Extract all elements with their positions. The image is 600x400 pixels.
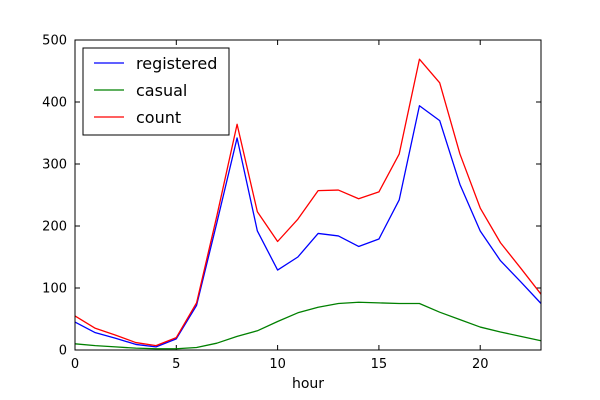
y-tick-label: 500 xyxy=(42,34,67,49)
series-line-registered xyxy=(74,105,542,348)
series-layer xyxy=(74,58,542,350)
plot-frame xyxy=(74,39,542,351)
y-tick-label: 100 xyxy=(42,282,67,297)
legend-label-count: count xyxy=(136,108,181,127)
x-tick-label: 5 xyxy=(172,357,180,372)
y-tick-label: 400 xyxy=(42,96,67,111)
x-tick-label: 20 xyxy=(472,357,489,372)
legend-label-casual: casual xyxy=(136,81,187,100)
y-tick-label: 0 xyxy=(59,344,67,359)
legend-label-registered: registered xyxy=(136,54,217,73)
series-line-count xyxy=(74,58,542,347)
x-axis-label: hour xyxy=(292,376,324,392)
legend: registered casual count xyxy=(82,47,230,136)
series-line-casual xyxy=(74,301,542,350)
x-tick-label: 0 xyxy=(71,357,79,372)
y-tick-label: 300 xyxy=(42,158,67,173)
x-tick-label: 15 xyxy=(371,357,388,372)
x-tick-label: 10 xyxy=(269,357,286,372)
y-tick-label: 200 xyxy=(42,220,67,235)
